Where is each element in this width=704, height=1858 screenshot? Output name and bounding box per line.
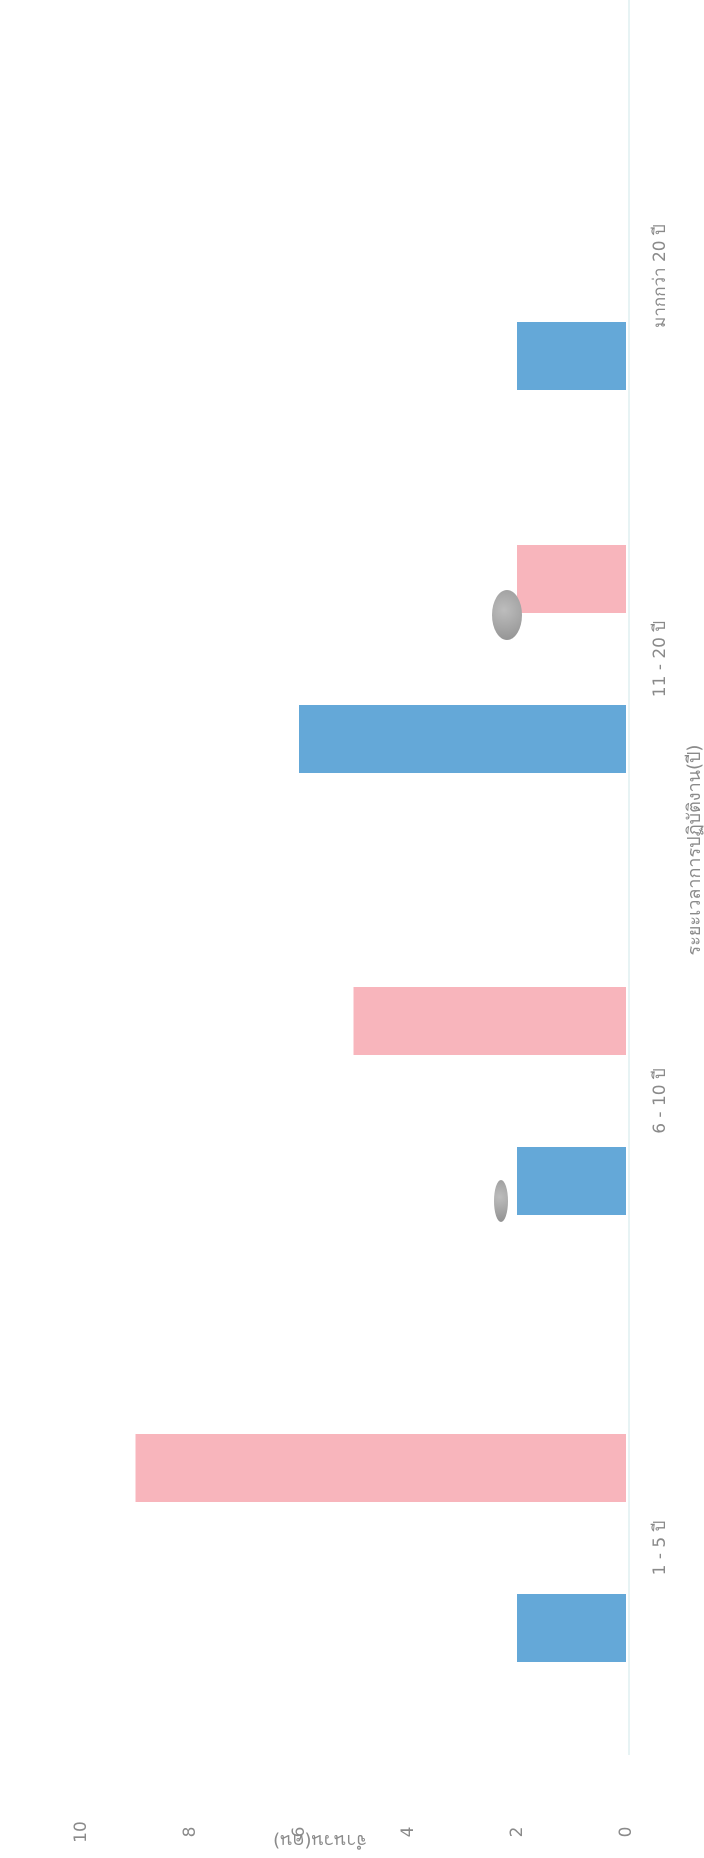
y-axis-title: จำนวน(คน) [273,1830,367,1851]
y-tick-label: 6 [289,1827,309,1838]
x-axis-title: ระยะเวลาการปฏิบัติงาน(ปี) [684,745,704,956]
bar-series1-cat1 [517,1594,626,1662]
bar-series1-cat4 [517,322,626,390]
category-label: 1 - 5 ปี [650,1521,670,1576]
bar-series2-cat3 [517,545,626,613]
punch-hole-top [492,590,522,640]
punch-hole-bottom [494,1180,508,1222]
bar-series2-cat1 [135,1434,626,1502]
category-label: 6 - 10 ปี [650,1068,670,1134]
category-label: มากกว่า 20 ปี [650,224,670,328]
bars [135,322,626,1662]
plot-area: 0 2 4 6 8 10 1 - 5 ปี 6 - 10 ปี 11 - 20 ปี มากกว… [71,0,704,1851]
y-tick-label: 8 [180,1827,200,1838]
bar-series1-cat2 [517,1147,626,1215]
y-tick-labels: 0 2 4 6 8 10 [71,1821,636,1843]
bar-series2-cat2 [353,987,626,1055]
bar-series1-cat3 [299,705,626,773]
y-tick-label: 2 [507,1827,527,1838]
category-labels: 1 - 5 ปี 6 - 10 ปี 11 - 20 ปี มากกว่า 20 ปี [650,224,670,1575]
y-tick-label: 4 [398,1827,418,1838]
category-label: 11 - 20 ปี [650,621,670,697]
y-tick-label: 0 [616,1827,636,1838]
y-tick-label: 10 [71,1821,91,1843]
